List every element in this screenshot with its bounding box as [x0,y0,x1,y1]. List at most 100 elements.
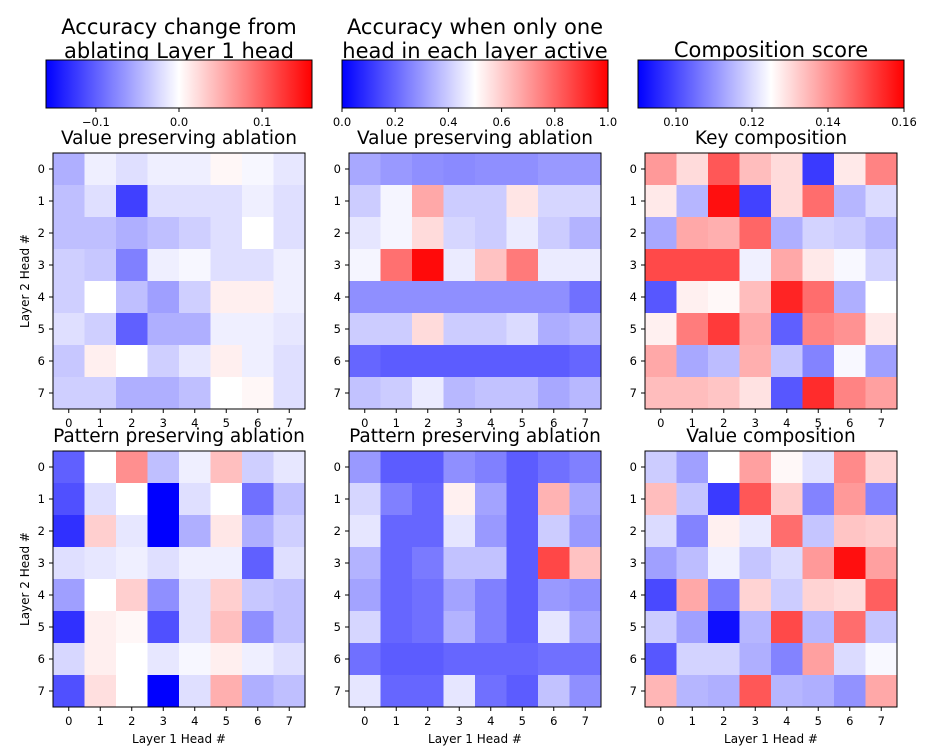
y-tick-label: 2 [630,226,637,240]
heatmap-cell [834,249,866,282]
heatmap-cell [569,579,602,612]
heatmap-cell [865,483,898,516]
heatmap-cell [506,185,539,218]
heatmap-cell [538,249,570,282]
colorbar-tick-label: 0.8 [546,115,564,129]
heatmap-cell [569,611,602,644]
heatmap-cell [506,611,539,644]
y-tick-label: 1 [334,194,341,208]
panel-title: Value preserving ablation [61,128,297,149]
heatmap-cell [443,185,476,218]
heatmap-cell [273,153,306,186]
heatmap-cell [349,611,381,644]
x-tick-label: 5 [223,416,230,430]
heatmap-cell [179,153,211,186]
heatmap-cell [443,643,476,676]
heatmap-cell [506,281,539,314]
heatmap-cell [676,675,709,708]
x-tick-label: 2 [424,416,431,430]
panel-frame [348,450,602,708]
heatmap-cell [645,483,677,516]
heatmap-cell [708,611,740,644]
heatmap-cell [802,611,835,644]
heatmap-cell [242,153,274,186]
heatmap-cell [865,217,898,250]
x-tick-label: 3 [456,416,463,430]
heatmap-cell [771,153,803,186]
heatmap-cell [645,377,677,410]
x-tick-label: 0 [657,416,664,430]
heatmap-cell [116,515,148,548]
heatmap-cell [865,547,898,580]
heatmap-cell [84,547,117,580]
colorbar-tick-label: 0.14 [815,115,841,129]
heatmap-cell [242,579,274,612]
heatmap-cell [802,377,835,410]
x-tick-label: 7 [878,416,885,430]
heatmap-cell [865,185,898,218]
heatmap-cell [708,483,740,516]
heatmap-cell [708,217,740,250]
heatmap-cell [210,377,243,410]
heatmap-cell [834,313,866,346]
y-tick-label: 6 [38,354,45,368]
panel-frame [52,152,306,410]
x-tick-label: 7 [878,714,885,728]
y-tick-label: 6 [630,652,637,666]
heatmap-cell [865,515,898,548]
column-title-0-line-0: Accuracy change from [61,15,296,39]
heatmap-panel-5: Value composition 0 1 2 3 4 5 6 7 0 1 2 3 4 5 6 7 Layer 1… [630,426,898,746]
heatmap-cell [443,377,476,410]
heatmap-cell [53,313,85,346]
y-tick-label: 2 [334,226,341,240]
heatmap-cell [569,515,602,548]
heatmap-cell [412,451,444,484]
heatmap-cell [349,153,381,186]
y-tick-label: 3 [334,258,341,272]
heatmap-panel-4: Pattern preserving ablation 0 1 2 3 4 5 6 7 0 1 2 3 4… [334,426,602,746]
heatmap-cell [210,281,243,314]
y-tick-label: 4 [630,588,637,602]
heatmap-cell [147,185,180,218]
x-axis-label: Layer 1 Head # [132,732,226,746]
heatmap-cell [84,643,117,676]
colorbar-2: 0.10 0.12 0.14 0.16 [637,59,917,129]
heatmap-cell [676,547,709,580]
x-tick-label: 7 [582,416,589,430]
heatmap-cell [380,675,413,708]
heatmap-cell [739,281,772,314]
heatmap-cell [210,579,243,612]
heatmap-cell [708,281,740,314]
heatmap-cell [645,547,677,580]
heatmap-cell [708,451,740,484]
heatmap-cell [210,675,243,708]
heatmap-cell [506,377,539,410]
x-tick-label: 2 [128,714,135,728]
heatmap-cell [380,515,413,548]
heatmap-cell [708,547,740,580]
heatmap-cell [53,547,85,580]
x-tick-label: 4 [487,714,494,728]
colorbar-tick-label: 0.1 [253,115,271,129]
heatmap-cell [708,249,740,282]
heatmap-cell [210,249,243,282]
heatmap-cell [380,217,413,250]
heatmap-cell [645,515,677,548]
heatmap-cell [242,185,274,218]
heatmap-cell [53,483,85,516]
heatmap-cell [443,281,476,314]
x-tick-label: 1 [689,416,696,430]
heatmap-cell [834,185,866,218]
heatmap-cell [708,377,740,410]
heatmap-cell [84,675,117,708]
heatmap-cell [179,281,211,314]
x-tick-label: 6 [846,714,853,728]
heatmap-cell [475,675,507,708]
heatmap-cell [273,451,306,484]
x-tick-label: 4 [191,714,198,728]
heatmap-cell [412,313,444,346]
heatmap-cell [802,281,835,314]
y-tick-label: 7 [334,386,341,400]
heatmap-cell [538,675,570,708]
heatmap-cell [53,249,85,282]
